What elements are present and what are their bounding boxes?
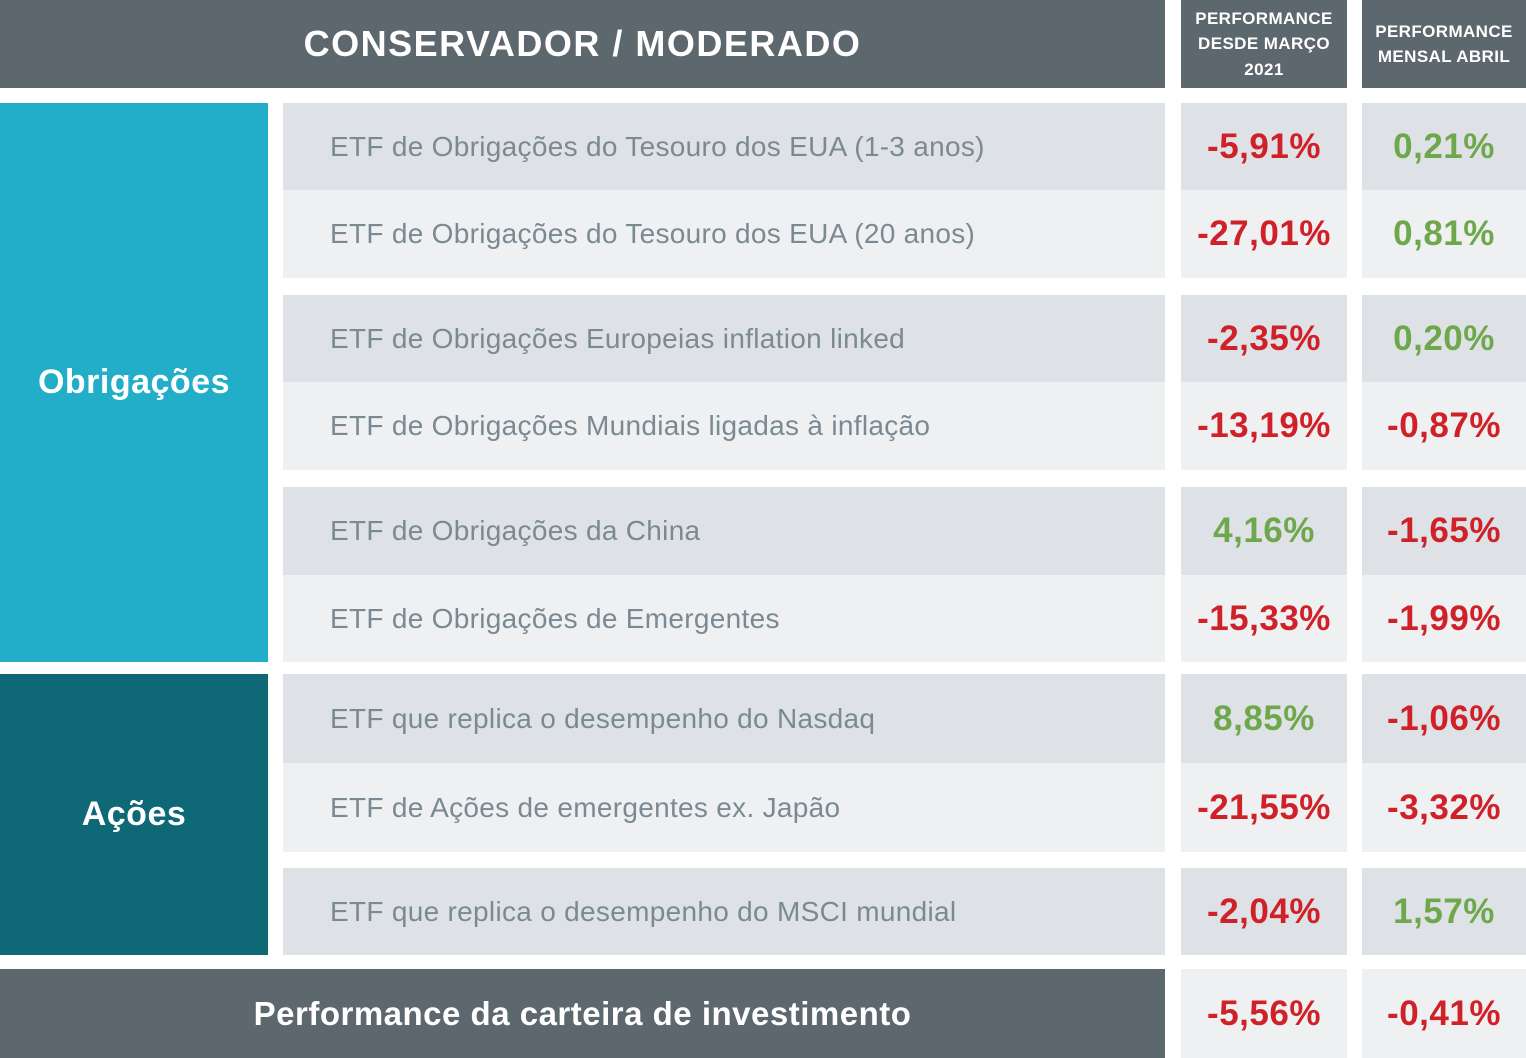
table-row-label: ETF que replica o desempenho do Nasdaq	[283, 674, 1165, 763]
value-since-march: -2,35%	[1181, 295, 1347, 382]
value-since-march: -2,04%	[1181, 868, 1347, 955]
etf-label: ETF que replica o desempenho do MSCI mun…	[330, 895, 957, 927]
value-monthly-april: -1,65%	[1362, 487, 1526, 575]
category-block-obrigacoes: Obrigações	[0, 103, 268, 662]
column-header-monthly-april: PERFORMANCE MENSAL ABRIL	[1362, 0, 1526, 88]
column-header-monthly-april-label: PERFORMANCE MENSAL ABRIL	[1375, 21, 1513, 67]
value-since-march: -5,91%	[1181, 103, 1347, 190]
performance-value: -5,56%	[1207, 993, 1321, 1033]
performance-value: 1,57%	[1393, 891, 1495, 931]
table-header-bar: CONSERVADOR / MODERADO	[0, 0, 1165, 88]
value-since-march: 4,16%	[1181, 487, 1347, 575]
table-row-label: ETF de Obrigações do Tesouro dos EUA (20…	[283, 190, 1165, 278]
table-row-label: ETF de Obrigações Mundiais ligadas à inf…	[283, 382, 1165, 470]
performance-value: -1,99%	[1387, 598, 1501, 638]
column-header-since-march-label: PERFORMANCE DESDE MARÇO 2021	[1195, 8, 1333, 79]
value-monthly-april: -3,32%	[1362, 763, 1526, 852]
performance-value: -0,87%	[1387, 406, 1501, 445]
value-monthly-april: 0,21%	[1362, 103, 1526, 190]
performance-value: 4,16%	[1213, 511, 1315, 550]
footer-label: Performance da carteira de investimento	[253, 994, 912, 1032]
table-row-label: ETF de Obrigações de Emergentes	[283, 575, 1165, 662]
column-header-since-march: PERFORMANCE DESDE MARÇO 2021	[1181, 0, 1347, 88]
value-since-march: -21,55%	[1181, 763, 1347, 852]
value-since-march: 8,85%	[1181, 674, 1347, 763]
performance-value: 8,85%	[1213, 698, 1315, 738]
category-label-acoes: Ações	[81, 795, 187, 833]
category-label-obrigacoes: Obrigações	[37, 363, 231, 401]
value-monthly-april: 0,81%	[1362, 190, 1526, 278]
performance-value: -2,04%	[1207, 891, 1321, 931]
etf-label: ETF de Obrigações Mundiais ligadas à inf…	[330, 410, 931, 441]
value-monthly-april: -1,06%	[1362, 674, 1526, 763]
table-row-label: ETF de Obrigações da China	[283, 487, 1165, 575]
performance-value: -0,41%	[1387, 993, 1501, 1033]
category-block-acoes: Ações	[0, 674, 268, 955]
etf-label: ETF de Ações de emergentes ex. Japão	[330, 791, 841, 823]
performance-value: -5,91%	[1207, 126, 1321, 166]
etf-label: ETF de Obrigações do Tesouro dos EUA (20…	[330, 218, 976, 249]
performance-value: 0,20%	[1393, 318, 1495, 358]
value-monthly-april: -1,99%	[1362, 575, 1526, 662]
table-title: CONSERVADOR / MODERADO	[303, 23, 862, 64]
value-monthly-april: -0,87%	[1362, 382, 1526, 470]
etf-label: ETF de Obrigações da China	[330, 515, 701, 546]
performance-value: -1,65%	[1387, 511, 1501, 550]
performance-value: -21,55%	[1197, 787, 1331, 827]
table-row-label: ETF que replica o desempenho do MSCI mun…	[283, 868, 1165, 955]
etf-label: ETF de Obrigações de Emergentes	[330, 602, 780, 634]
performance-value: 0,81%	[1393, 214, 1495, 253]
value-monthly-april: 0,20%	[1362, 295, 1526, 382]
value-since-march: -15,33%	[1181, 575, 1347, 662]
performance-value: -15,33%	[1197, 598, 1331, 638]
performance-value: -2,35%	[1207, 318, 1321, 358]
value-since-march: -27,01%	[1181, 190, 1347, 278]
table-row-label: ETF de Ações de emergentes ex. Japão	[283, 763, 1165, 852]
table-row-label: ETF de Obrigações Europeias inflation li…	[283, 295, 1165, 382]
etf-label: ETF de Obrigações do Tesouro dos EUA (1-…	[330, 130, 985, 162]
performance-value: -3,32%	[1387, 787, 1501, 827]
footer-bar: Performance da carteira de investimento	[0, 969, 1165, 1058]
value-monthly-april: 1,57%	[1362, 868, 1526, 955]
etf-label: ETF que replica o desempenho do Nasdaq	[330, 702, 876, 734]
performance-value: 0,21%	[1393, 126, 1495, 166]
table-row-label: ETF de Obrigações do Tesouro dos EUA (1-…	[283, 103, 1165, 190]
etf-label: ETF de Obrigações Europeias inflation li…	[330, 322, 906, 354]
performance-value: -13,19%	[1197, 406, 1331, 445]
footer-value-since-march: -5,56%	[1181, 969, 1347, 1058]
performance-value: -1,06%	[1387, 698, 1501, 738]
value-since-march: -13,19%	[1181, 382, 1347, 470]
performance-value: -27,01%	[1197, 214, 1331, 253]
footer-value-monthly-april: -0,41%	[1362, 969, 1526, 1058]
